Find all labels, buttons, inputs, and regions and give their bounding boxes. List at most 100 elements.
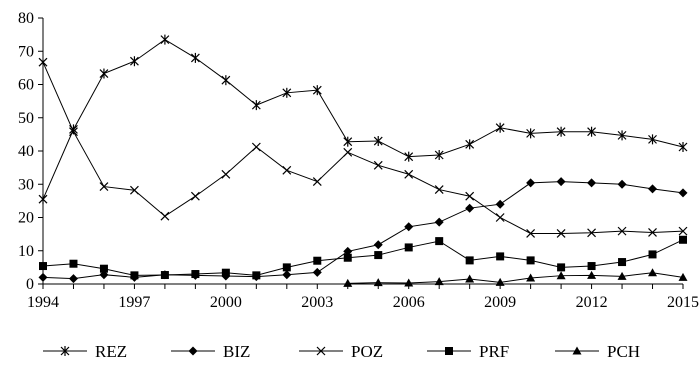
data-point: [679, 235, 687, 244]
data-point: [404, 169, 414, 179]
data-point: [312, 177, 322, 187]
data-point: [404, 243, 413, 252]
data-point: [343, 278, 353, 287]
data-point: [572, 346, 582, 355]
data-point: [160, 271, 169, 280]
y-tick-label: 10: [18, 243, 34, 260]
data-point: [130, 271, 139, 280]
legend-label: REZ: [95, 342, 127, 361]
data-point: [160, 211, 170, 221]
legend-label: PCH: [607, 342, 640, 361]
data-point: [495, 122, 505, 133]
data-point: [526, 178, 536, 188]
data-point: [587, 228, 596, 238]
plot-area: 0 10 20 30 40 50 60 70 80 1994 1997 2000 2003 2006 20…: [18, 10, 699, 311]
data-point: [434, 277, 444, 286]
data-point: [221, 268, 230, 277]
x-tick-label: 2012: [576, 294, 608, 311]
data-point: [188, 346, 198, 356]
data-point: [526, 273, 536, 282]
data-point: [343, 136, 353, 147]
data-point: [496, 252, 505, 261]
data-point: [648, 184, 658, 194]
data-point: [251, 100, 261, 111]
data-point: [160, 34, 170, 45]
x-axis-ticks: 1994 1997 2000 2003 2006 2009 2012 2015: [27, 284, 699, 311]
data-point: [495, 213, 505, 222]
data-point: [526, 128, 536, 139]
y-tick-label: 0: [26, 276, 34, 293]
data-point: [38, 194, 48, 205]
data-point: [465, 139, 475, 150]
data-point: [617, 130, 627, 141]
data-point: [587, 262, 596, 271]
data-point: [587, 178, 597, 188]
data-point: [587, 270, 597, 279]
data-point: [316, 346, 326, 356]
legend-item-poz: POZ: [299, 342, 383, 361]
data-point: [526, 256, 535, 265]
y-tick-label: 30: [18, 176, 34, 193]
y-tick-label: 50: [18, 110, 34, 127]
data-point: [374, 251, 383, 260]
data-point: [38, 57, 48, 67]
data-point: [617, 271, 627, 280]
data-point: [557, 263, 566, 272]
data-point: [465, 191, 475, 201]
series-line: [347, 272, 684, 284]
data-point: [495, 277, 505, 286]
x-tick-label: 2009: [484, 294, 516, 311]
data-point: [99, 264, 108, 273]
y-axis-ticks: 0 10 20 30 40 50 60 70 80: [18, 10, 43, 293]
data-point: [130, 56, 139, 67]
data-point: [312, 85, 322, 96]
y-tick-label: 80: [18, 10, 34, 27]
legend-item-prf: PRF: [427, 342, 509, 361]
legend-label: PRF: [479, 342, 509, 361]
data-point: [68, 274, 78, 284]
y-tick-label: 70: [18, 43, 34, 60]
series-lines: [38, 34, 688, 287]
data-point: [99, 68, 109, 79]
data-point: [312, 267, 322, 277]
data-point: [617, 179, 627, 189]
data-point: [39, 262, 47, 271]
series-biz: [38, 177, 688, 284]
data-point: [252, 271, 261, 280]
series-rez: [38, 34, 688, 205]
data-point: [678, 142, 688, 153]
data-point: [282, 165, 292, 175]
data-point: [465, 256, 474, 265]
data-point: [130, 185, 139, 195]
data-point: [434, 185, 444, 194]
data-point: [648, 228, 657, 237]
data-point: [526, 229, 536, 238]
data-point: [343, 147, 353, 157]
data-point: [190, 52, 200, 63]
legend-item-biz: BIZ: [171, 342, 250, 361]
data-point: [373, 136, 383, 147]
data-point: [373, 240, 383, 250]
data-point: [648, 268, 658, 277]
data-point: [556, 177, 566, 187]
data-point: [221, 75, 231, 86]
y-tick-label: 40: [18, 143, 34, 160]
data-point: [465, 203, 475, 213]
data-point: [251, 142, 261, 152]
data-point: [648, 134, 657, 145]
data-point: [618, 258, 627, 267]
data-point: [60, 346, 70, 356]
x-tick-label: 1994: [27, 294, 59, 311]
data-point: [556, 229, 566, 238]
y-tick-label: 20: [18, 210, 34, 227]
x-tick-label: 2006: [393, 294, 425, 311]
data-point: [373, 160, 383, 170]
data-point: [404, 222, 414, 232]
series-line: [42, 239, 684, 276]
series-line: [42, 181, 684, 280]
data-point: [404, 151, 414, 162]
data-point: [434, 149, 444, 160]
legend-label: BIZ: [223, 342, 250, 361]
series-line: [42, 62, 684, 234]
